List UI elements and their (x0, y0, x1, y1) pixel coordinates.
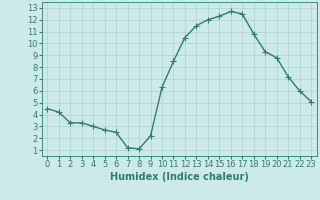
X-axis label: Humidex (Indice chaleur): Humidex (Indice chaleur) (110, 172, 249, 182)
